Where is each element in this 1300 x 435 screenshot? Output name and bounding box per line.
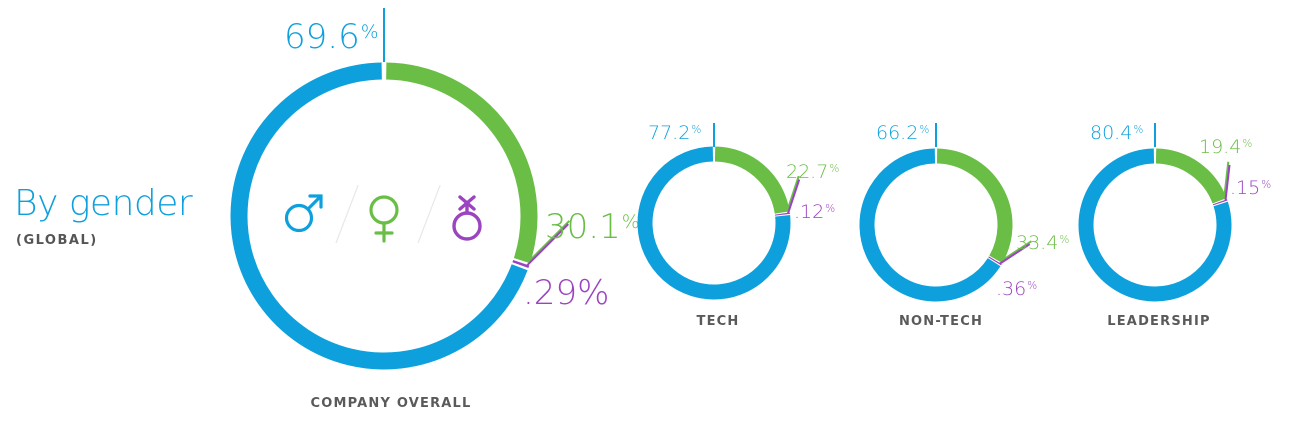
overall-female-leader <box>527 220 571 263</box>
nontech-nonbinary-leader <box>999 243 1031 265</box>
nontech-nonbinary-segment <box>988 256 1002 266</box>
chart-subtitle: (GLOBAL) <box>16 233 98 248</box>
tech-male-pct: 77.2% <box>648 122 702 144</box>
nontech-male-segment <box>859 148 1001 302</box>
chart-title: By gender <box>14 183 193 224</box>
tech-female-segment <box>714 146 790 214</box>
legend-divider <box>335 185 359 244</box>
leadership-nonbinary-pct: .15% <box>1230 177 1272 199</box>
leadership-male-pct: 80.4% <box>1090 122 1144 144</box>
legend-divider <box>417 185 441 244</box>
label-non-tech: NON-TECH <box>898 314 984 329</box>
overall-female-pct: 30.1% <box>545 207 640 247</box>
nontech-female-leader <box>1000 240 1033 262</box>
nontech-female-segment <box>936 148 1013 264</box>
tech-female-leader <box>786 175 800 211</box>
nonbinary-symbol-icon <box>452 195 482 241</box>
overall-male-segment <box>230 62 528 370</box>
female-symbol-icon <box>369 195 399 243</box>
male-symbol-icon <box>284 194 323 233</box>
nontech-female-pct: 33.4% <box>1016 232 1070 254</box>
overall-nonbinary-leader <box>526 223 569 266</box>
leadership-male-segment <box>1078 148 1232 302</box>
tech-nonbinary-leader <box>786 179 801 215</box>
gender-legend-symbols <box>284 185 482 244</box>
label-company-overall: COMPANY OVERALL <box>310 396 472 411</box>
leadership-female-leader <box>1223 161 1230 198</box>
tech-nonbinary-pct: .12% <box>794 201 836 223</box>
tech-female-pct: 22.7% <box>786 161 840 183</box>
overall-nonbinary-pct: .29% <box>523 273 610 313</box>
leadership-female-pct: 19.4% <box>1199 136 1253 158</box>
label-tech: TECH <box>696 314 740 329</box>
overall-female-segment <box>386 62 538 264</box>
label-leadership: LEADERSHIP <box>1107 314 1211 329</box>
overall-male-pct: 69.6% <box>284 17 379 57</box>
nontech-male-pct: 66.2% <box>876 122 930 144</box>
leadership-female-segment <box>1155 148 1227 204</box>
leadership-nonbinary-leader <box>1224 164 1231 201</box>
overall-nonbinary-segment <box>512 260 530 269</box>
nontech-nonbinary-pct: .36% <box>996 278 1038 300</box>
tech-male-segment <box>637 146 791 300</box>
